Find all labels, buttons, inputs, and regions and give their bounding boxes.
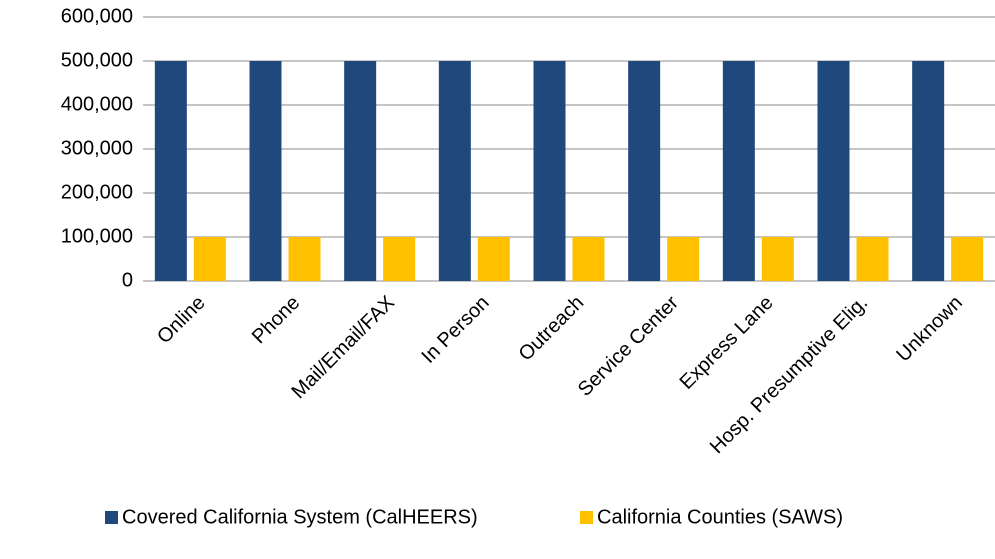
bar [438,61,471,281]
bar [856,237,889,281]
y-tick-label: 600,000 [61,5,133,27]
x-tick-label: Express Lane [676,292,778,394]
x-tick-label: Mail/Email/FAX [288,292,399,403]
legend-label: California Counties (SAWS) [597,506,843,528]
x-tick-label: Outreach [515,292,589,366]
x-tick-label: Service Center [574,291,683,400]
bar [572,237,605,281]
legend-swatch [580,511,593,524]
bar [154,61,187,281]
bar [288,237,321,281]
y-tick-label: 100,000 [61,225,133,247]
bar [533,61,566,281]
bar [761,237,794,281]
bar [249,61,282,281]
bar [628,61,661,281]
bar [383,237,416,281]
x-tick-label: Unknown [892,292,967,367]
y-tick-label: 500,000 [61,49,133,71]
bar [477,237,510,281]
bar [667,237,700,281]
x-tick-label: In Person [418,292,494,368]
y-tick-label: 400,000 [61,93,133,115]
x-tick-label: Online [153,292,209,348]
x-tick-label: Hosp. Presumptive Elig. [706,292,872,458]
bar [912,61,945,281]
y-tick-label: 0 [122,269,133,291]
y-tick-label: 200,000 [61,181,133,203]
legend-label: Covered California System (CalHEERS) [122,506,478,528]
bar [951,237,984,281]
bar [817,61,850,281]
bar [344,61,377,281]
bar [193,237,226,281]
bar [722,61,755,281]
legend-swatch [105,511,118,524]
x-tick-label: Phone [248,292,304,348]
y-tick-label: 300,000 [61,137,133,159]
